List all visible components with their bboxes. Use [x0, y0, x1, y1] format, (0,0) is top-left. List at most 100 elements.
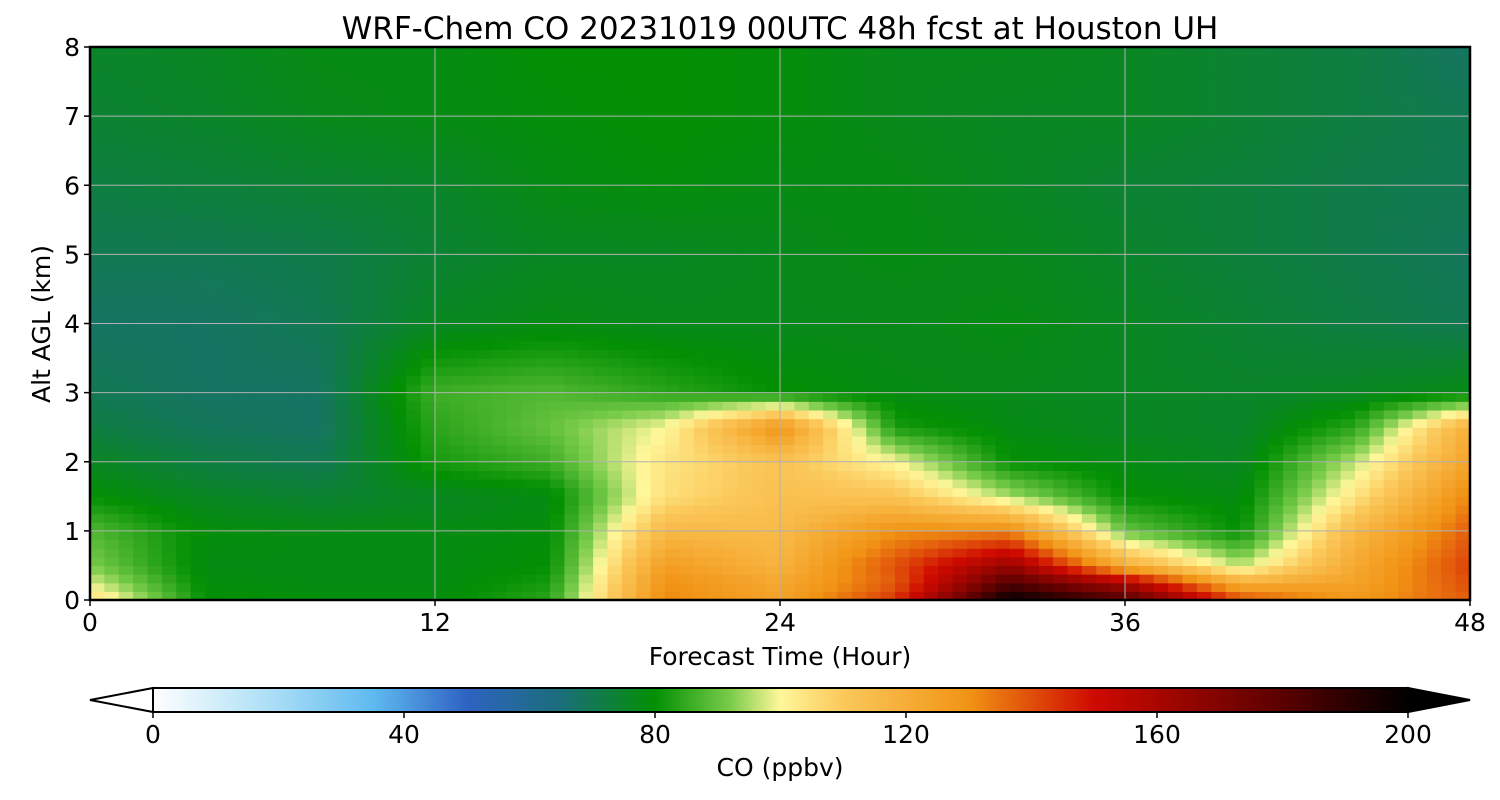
heatmap-cell: [851, 340, 867, 351]
heatmap-cell: [1297, 522, 1313, 532]
heatmap-cell: [736, 530, 752, 541]
heatmap-cell: [1398, 470, 1414, 480]
heatmap-cell: [205, 323, 220, 333]
heatmap-cell: [305, 548, 321, 558]
heatmap-cell: [205, 314, 220, 325]
heatmap-cell: [880, 271, 896, 281]
heatmap-cell: [1067, 556, 1083, 567]
heatmap-cell: [420, 401, 436, 411]
heatmap-cell: [1153, 409, 1169, 420]
heatmap-cell: [205, 392, 220, 402]
heatmap-cell: [1153, 219, 1169, 230]
heatmap-cell: [1240, 591, 1255, 600]
heatmap-cell: [909, 323, 925, 333]
heatmap-cell: [1067, 453, 1083, 463]
heatmap-cell: [593, 332, 609, 342]
heatmap-cell: [1067, 513, 1083, 523]
heatmap-cell: [219, 349, 235, 359]
heatmap-cell: [966, 185, 982, 195]
heatmap-cell: [823, 470, 839, 480]
heatmap-cell: [851, 297, 867, 307]
heatmap-cell: [981, 522, 997, 532]
heatmap-cell: [837, 263, 853, 273]
heatmap-cell: [1225, 202, 1241, 212]
heatmap-cell: [1283, 392, 1299, 402]
heatmap-cell: [938, 228, 954, 238]
heatmap-cell: [420, 504, 436, 515]
heatmap-cell: [693, 263, 709, 273]
heatmap-cell: [363, 383, 379, 394]
heatmap-cell: [478, 496, 494, 506]
heatmap-cell: [463, 418, 479, 428]
heatmap-cell: [262, 176, 278, 186]
heatmap-cell: [593, 211, 609, 221]
heatmap-cell: [564, 245, 580, 255]
heatmap-cell: [1283, 401, 1299, 411]
heatmap-cell: [636, 582, 652, 592]
heatmap-cell: [665, 487, 680, 497]
heatmap-cell: [363, 522, 379, 532]
heatmap-cell: [492, 496, 508, 506]
heatmap-cell: [578, 263, 594, 273]
heatmap-cell: [1254, 193, 1270, 204]
heatmap-cell: [564, 409, 580, 420]
heatmap-cell: [276, 185, 292, 195]
heatmap-cell: [607, 245, 623, 255]
heatmap-cell: [1326, 358, 1342, 368]
heatmap-cell: [564, 418, 580, 428]
heatmap-cell: [406, 496, 422, 506]
heatmap-cell: [981, 202, 997, 212]
heatmap-cell: [492, 427, 508, 437]
heatmap-cell: [895, 565, 910, 575]
heatmap-cell: [952, 461, 968, 471]
heatmap-cell: [1340, 254, 1356, 264]
heatmap-cell: [966, 280, 982, 290]
heatmap-cell: [478, 358, 494, 368]
heatmap-cell: [1081, 159, 1097, 169]
heatmap-cell: [895, 444, 910, 454]
heatmap-cell: [1254, 306, 1270, 316]
heatmap-cell: [621, 202, 637, 212]
heatmap-cell: [693, 211, 709, 221]
heatmap-cell: [1311, 504, 1327, 515]
heatmap-cell: [262, 349, 278, 359]
heatmap-cell: [679, 340, 695, 351]
heatmap-cell: [161, 340, 177, 351]
heatmap-cell: [1441, 582, 1457, 592]
heatmap-cell: [1153, 358, 1169, 368]
heatmap-cell: [1053, 176, 1069, 186]
heatmap-cell: [463, 504, 479, 515]
heatmap-cell: [391, 193, 407, 204]
heatmap-cell: [895, 582, 910, 592]
heatmap-cell: [1297, 392, 1313, 402]
heatmap-cell: [952, 444, 968, 454]
heatmap-cell: [550, 288, 565, 299]
heatmap-cell: [1067, 435, 1083, 446]
heatmap-cell: [147, 159, 163, 169]
heatmap-cell: [1067, 314, 1083, 325]
heatmap-cell: [363, 358, 379, 368]
heatmap-cell: [1225, 237, 1241, 247]
heatmap-cell: [190, 228, 206, 238]
heatmap-cell: [118, 383, 134, 394]
heatmap-cell: [693, 427, 709, 437]
heatmap-cell: [1081, 383, 1097, 394]
heatmap-cell: [722, 314, 738, 325]
heatmap-cell: [1426, 150, 1442, 160]
heatmap-cell: [938, 263, 954, 273]
heatmap-cell: [118, 409, 134, 420]
heatmap-cell: [665, 513, 680, 523]
heatmap-cell: [492, 539, 508, 549]
heatmap-cell: [1297, 159, 1313, 169]
heatmap-cell: [1125, 461, 1140, 471]
heatmap-cell: [1225, 245, 1241, 255]
heatmap-cell: [391, 211, 407, 221]
heatmap-cell: [593, 453, 609, 463]
heatmap-cell: [291, 392, 307, 402]
heatmap-cell: [219, 548, 235, 558]
heatmap-cell: [305, 349, 321, 359]
heatmap-cell: [679, 435, 695, 446]
heatmap-cell: [780, 375, 795, 385]
heatmap-cell: [1283, 574, 1299, 584]
heatmap-cell: [1225, 211, 1241, 221]
